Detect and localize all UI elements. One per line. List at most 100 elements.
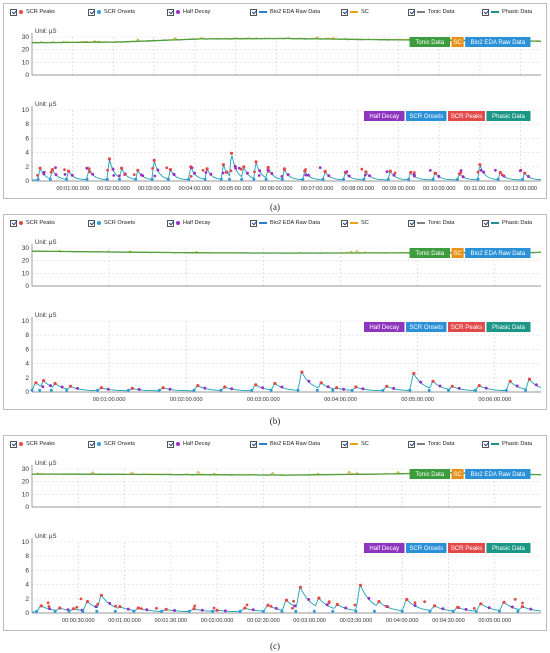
scr-peak-point [266,603,270,607]
legend-item[interactable]: Bio2 EDA Raw Data [250,6,320,18]
legend-checkbox[interactable] [341,440,348,448]
legend-item[interactable]: Phasic Data [482,438,532,450]
legend-checkbox[interactable] [250,219,257,227]
figure-caption: (c) [270,641,280,651]
scr-peak-point [136,168,140,172]
legend-item[interactable]: Tonic Data [408,6,454,18]
scr-marker-point [393,171,397,175]
half-decay-point [326,385,330,389]
scr-onset-point [473,388,477,392]
legend-checkbox[interactable] [482,219,489,227]
legend-checkbox[interactable] [167,440,174,448]
legend-item[interactable]: Phasic Data [482,217,532,229]
scr-marker-point [266,168,270,172]
half-decay-point [76,386,79,390]
legend-checkbox[interactable] [167,219,174,227]
legend-item[interactable]: Half Decay [167,438,210,450]
x-tick-label: 00:01:30.000 [154,618,187,624]
scr-onset-point [315,388,319,392]
scr-onset-point [261,609,265,613]
legend-item[interactable]: Half Decay [167,6,210,18]
y-tick-label: 8 [25,553,29,560]
half-decay-point [193,171,196,175]
scr-onset-point [312,609,316,613]
scr-onset-point [187,177,191,181]
series-tag [486,322,531,332]
legend-item[interactable]: Half Decay [167,217,210,229]
scr-onset-point [65,177,69,181]
legend-checkbox[interactable] [408,440,415,448]
legend-label: Bio2 EDA Raw Data [270,441,321,447]
scr-marker-point [75,605,79,609]
scr-peak-point [221,163,225,167]
legend-checkbox[interactable] [250,440,257,448]
legend-item[interactable]: Tonic Data [408,217,454,229]
scr-onset-point [30,388,34,392]
scr-onset-point [504,388,508,392]
legend-checkbox[interactable] [10,219,17,227]
scr-peak-point [479,602,483,606]
y-tick-label: 10 [22,318,30,325]
scr-peak-point [300,370,304,374]
series-tag-label: Tonic Data [415,471,444,478]
legend-item[interactable]: SCR Onsets [88,438,135,450]
legend-checkbox[interactable] [408,219,415,227]
legend-checkbox[interactable] [10,8,17,16]
legend-checkbox[interactable] [482,440,489,448]
legend-swatch-icon [417,443,425,445]
legend-checkbox[interactable] [88,219,95,227]
legend-item[interactable]: SC [341,6,369,18]
legend-checkbox[interactable] [167,8,174,16]
legend-item[interactable]: SCR Peaks [10,217,55,229]
scr-onset-point [250,388,254,392]
scr-peak-point [405,597,409,602]
legend-item[interactable]: Bio2 EDA Raw Data [250,438,320,450]
scr-marker-point [54,166,57,170]
scr-peak-point [34,381,38,385]
x-tick-label: 00:05:00.000 [401,397,434,403]
legend-checkbox[interactable] [408,8,415,16]
legend-item[interactable]: SC [341,438,369,450]
scr-marker-point [221,171,225,175]
y-tick-label: 10 [22,107,30,114]
chart-panel: SCR Peaks SCR Onsets Half Decay Bio2 EDA Ra… [3,214,547,410]
legend-item[interactable]: Phasic Data [482,6,532,18]
half-decay-point [41,385,45,389]
legend-item[interactable]: Tonic Data [408,438,454,450]
legend-swatch-icon [19,221,23,225]
legend-item[interactable]: Bio2 EDA Raw Data [250,217,320,229]
scr-marker-point [114,604,117,608]
legend-checkbox[interactable] [250,8,257,16]
scr-onset-point [219,388,223,392]
legend-checkbox[interactable] [10,440,17,448]
legend-item[interactable]: SCR Onsets [88,6,135,18]
scr-peak-point [192,607,196,611]
legend-item[interactable]: SCR Peaks [10,6,55,18]
legend-checkbox[interactable] [341,219,348,227]
legend-item[interactable]: SCR Peaks [10,438,55,450]
legend-item[interactable]: SCR Onsets [88,217,135,229]
scr-onset-point [342,177,345,181]
legend-item[interactable]: SC [341,217,369,229]
scr-peak-point [298,585,302,589]
legend-checkbox[interactable] [88,440,95,448]
half-decay-point [464,607,468,611]
half-decay-point [251,608,255,612]
y-tick-label: 4 [25,150,29,157]
half-decay-point [111,167,115,171]
scr-peak-point [498,170,502,175]
legend-checkbox[interactable] [88,8,95,16]
scr-marker-point [245,603,249,607]
half-decay-point [437,174,441,178]
scr-onset-point [203,177,207,181]
scr-marker-point [189,175,193,178]
half-decay-point [515,384,519,388]
tonic-line [32,472,541,476]
y-tick-label: 0 [25,389,29,396]
x-tick-label: 00:11:00.000 [464,186,496,192]
half-decay-point [280,385,284,389]
scr-marker-point [201,168,205,172]
legend-label: Tonic Data [428,9,455,15]
legend-checkbox[interactable] [341,8,348,16]
legend-checkbox[interactable] [482,8,489,16]
